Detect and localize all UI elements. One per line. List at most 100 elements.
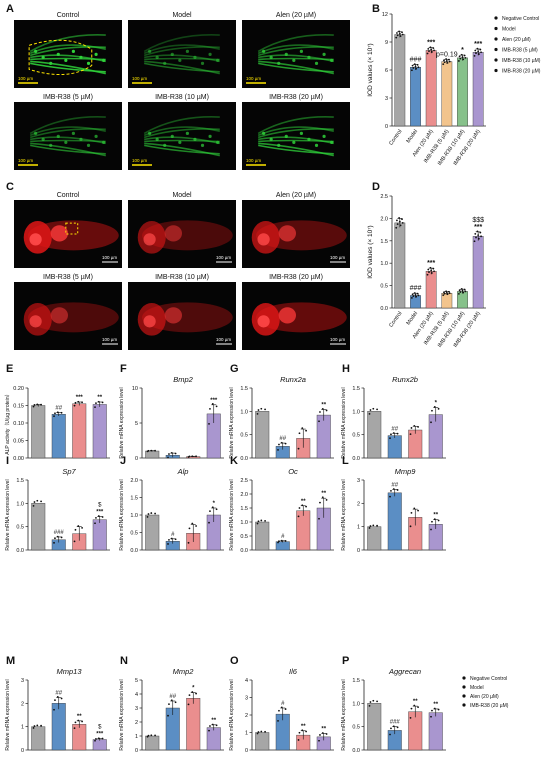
data-point [301,427,304,430]
significance-label: *** [474,41,482,48]
cartilage-dot [299,131,303,135]
y-tick-label: 2.5 [240,478,248,484]
data-point [389,733,391,736]
data-point [188,455,191,458]
y-tick-label: 3 [385,96,388,102]
data-point [433,49,435,52]
x-tick-label: Control [388,129,403,147]
tile-background [242,102,350,170]
data-point [195,692,197,695]
data-point [477,237,480,240]
data-point [430,715,432,718]
data-point [305,429,307,432]
chart-n: 0 1 2 3 4 5 Relative mRNA expression level Mmp2… [119,667,224,754]
data-point [411,64,414,67]
y-tick-label: 0.0 [130,548,138,554]
data-point [298,507,301,509]
legend-label: IMB-R38 (10 µM) [502,58,541,64]
data-point [60,411,63,414]
legends: Negative Control Model Alen (20 µM) IMB-R38… [462,16,541,709]
data-point [209,510,211,513]
panel-letter-b: B [372,3,380,15]
data-point [372,699,375,702]
y-tick-label: 0.0 [380,306,388,312]
data-point [448,58,450,61]
data-point [53,541,55,544]
significance-label: $$$ [472,217,484,224]
cartilage-dot [178,58,182,63]
y-tick-label: 3 [245,696,248,702]
data-point [257,731,260,733]
data-point [147,449,150,452]
data-point [446,293,449,296]
data-point [170,699,173,702]
data-point [368,705,371,707]
y-tick-label: 0.5 [352,725,360,731]
data-point [398,217,401,219]
image-tile: IMB-R38 (20 µM) 100 µm [242,274,350,350]
data-point [101,516,104,518]
data-point [321,732,324,734]
data-point [32,727,35,729]
data-point [399,224,402,227]
legend-label: Alen (20 µM) [470,694,499,700]
cartilage-stroke [144,139,220,143]
roi-outline [28,39,93,76]
data-point [417,426,419,428]
data-point [260,519,263,522]
data-point [428,271,430,274]
data-point [54,412,56,415]
data-point [73,727,76,730]
cartilage-dot [170,134,174,138]
y-tick-label: 1 [135,734,138,740]
cartilage-stroke [30,62,106,73]
data-point [211,506,214,509]
data-point [396,223,399,226]
y-tick-label: 1.5 [240,386,248,392]
data-point [73,404,76,407]
data-point [463,288,466,291]
y-axis-label: Relative mRNA expression level [229,387,235,458]
cartilage-dot [322,52,326,57]
data-point [430,48,433,51]
data-point [416,292,419,295]
cartilage-dot [262,49,266,54]
y-tick-label: 0 [357,548,360,554]
data-point [187,703,190,706]
x-tick-label: Model [406,129,420,145]
data-point [392,432,395,434]
data-point [154,512,156,515]
data-point [430,272,433,274]
tile-background [14,102,122,170]
cartilage-stroke [143,116,220,135]
data-point [432,47,435,49]
y-tick-label: 0.0 [16,548,24,554]
y-tick-label: 2.5 [380,194,388,200]
scale-bar-label: 100 µm [330,255,345,260]
panel-letter-f: F [120,363,127,375]
significance-label: p=0.19 [436,51,458,58]
cartilage-stroke [144,54,220,63]
data-point [167,714,169,717]
image-tile: IMB-R38 (20 µM) 100 µm [242,94,350,170]
data-point [191,455,194,458]
significance-label: ** [301,499,306,505]
data-point [95,402,97,405]
data-point [94,406,96,409]
data-point [401,31,403,34]
data-point [409,525,412,528]
chart-title: Mmp2 [173,667,195,676]
data-point [414,65,417,68]
data-point [277,719,279,722]
data-point [280,441,283,444]
bar [425,50,437,127]
data-point [33,725,36,727]
data-point [187,541,190,544]
cartilage-dot [170,52,174,57]
tile-label: Model [172,192,192,199]
data-point [53,415,55,418]
cartilage-stroke [257,116,334,135]
fish-eye [29,315,42,328]
fish-organ [50,225,68,242]
data-point [319,734,321,736]
